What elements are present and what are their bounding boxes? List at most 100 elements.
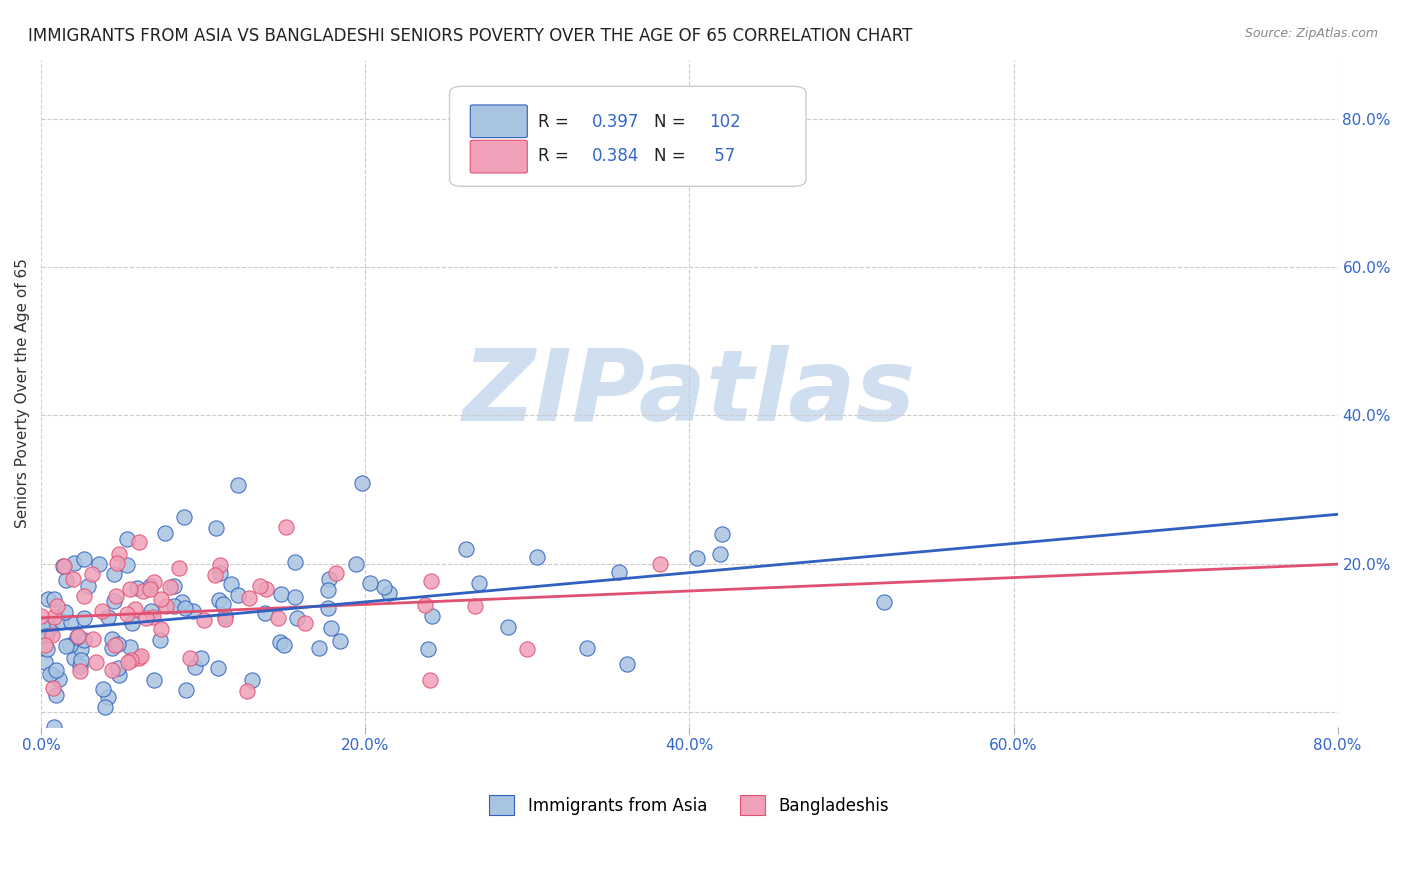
Point [91, 604, 114, 618]
Text: 0.384: 0.384 [592, 147, 640, 165]
Point [173, 509, 195, 524]
Point [174, 600, 197, 615]
Point [294, 615, 316, 630]
Point [97, 690, 120, 705]
Point [321, 621, 343, 635]
Point [135, 611, 157, 625]
Point [63, 557, 86, 571]
Point [325, 566, 347, 581]
Point [170, 595, 193, 609]
Point [228, 588, 250, 602]
Point [117, 655, 139, 669]
Point [73, 633, 96, 648]
Point [108, 668, 131, 682]
Point [49, 614, 72, 628]
FancyBboxPatch shape [450, 87, 806, 186]
Point [80, 567, 103, 582]
Point [105, 556, 128, 570]
Point [269, 635, 291, 649]
Point [238, 591, 260, 606]
Point [526, 550, 548, 565]
Point [155, 599, 177, 613]
Point [120, 582, 142, 597]
Point [204, 568, 226, 582]
Point [254, 606, 277, 620]
Point [284, 590, 307, 604]
Text: N =: N = [654, 112, 692, 130]
Point [207, 660, 229, 674]
Text: 0.397: 0.397 [592, 112, 640, 130]
Point [120, 653, 142, 667]
Point [37, 592, 59, 607]
Point [118, 640, 141, 655]
Point [62, 572, 84, 586]
Point [616, 657, 638, 672]
Point [73, 611, 96, 625]
Point [139, 582, 162, 597]
Point [34, 656, 56, 670]
Point [52, 558, 75, 573]
Point [344, 557, 367, 571]
Point [190, 650, 212, 665]
Point [454, 542, 477, 557]
Point [270, 587, 292, 601]
Point [208, 566, 231, 581]
Point [82, 632, 104, 647]
Point [377, 585, 399, 599]
Point [100, 663, 122, 677]
Y-axis label: Seniors Poverty Over the Age of 65: Seniors Poverty Over the Age of 65 [15, 258, 30, 528]
Point [45, 688, 67, 702]
Point [30, 609, 52, 624]
Point [70, 653, 93, 667]
Point [209, 558, 232, 573]
Point [174, 683, 197, 698]
Point [59, 639, 82, 653]
Point [41, 628, 63, 642]
Point [31, 618, 53, 632]
Point [104, 638, 127, 652]
Point [159, 580, 181, 594]
Text: Source: ZipAtlas.com: Source: ZipAtlas.com [1244, 27, 1378, 40]
Point [273, 638, 295, 652]
Point [132, 584, 155, 599]
Point [162, 599, 184, 613]
Point [55, 640, 77, 654]
Point [53, 605, 76, 619]
Point [214, 612, 236, 626]
Point [468, 576, 491, 591]
Point [42, 610, 65, 624]
Point [167, 561, 190, 575]
Text: IMMIGRANTS FROM ASIA VS BANGLADESHI SENIORS POVERTY OVER THE AGE OF 65 CORRELATI: IMMIGRANTS FROM ASIA VS BANGLADESHI SENI… [28, 27, 912, 45]
FancyBboxPatch shape [470, 140, 527, 173]
Point [193, 613, 215, 627]
Point [316, 601, 339, 615]
Point [128, 651, 150, 665]
Point [373, 580, 395, 594]
Point [34, 638, 56, 652]
Point [236, 684, 259, 698]
Point [100, 641, 122, 656]
Point [575, 640, 598, 655]
Point [359, 575, 381, 590]
Point [711, 527, 734, 541]
Point [419, 673, 441, 688]
Point [107, 661, 129, 675]
Point [316, 583, 339, 598]
Point [609, 565, 631, 579]
Point [35, 629, 58, 643]
Text: ZIPatlas: ZIPatlas [463, 344, 915, 442]
Point [204, 520, 226, 534]
Point [125, 581, 148, 595]
Point [249, 578, 271, 592]
Point [72, 552, 94, 566]
Point [139, 604, 162, 618]
Point [45, 599, 67, 614]
Point [39, 621, 62, 635]
Point [240, 673, 263, 687]
Point [267, 611, 290, 625]
Point [284, 555, 307, 569]
Point [124, 602, 146, 616]
Point [148, 633, 170, 648]
Point [53, 559, 76, 574]
Point [76, 579, 98, 593]
